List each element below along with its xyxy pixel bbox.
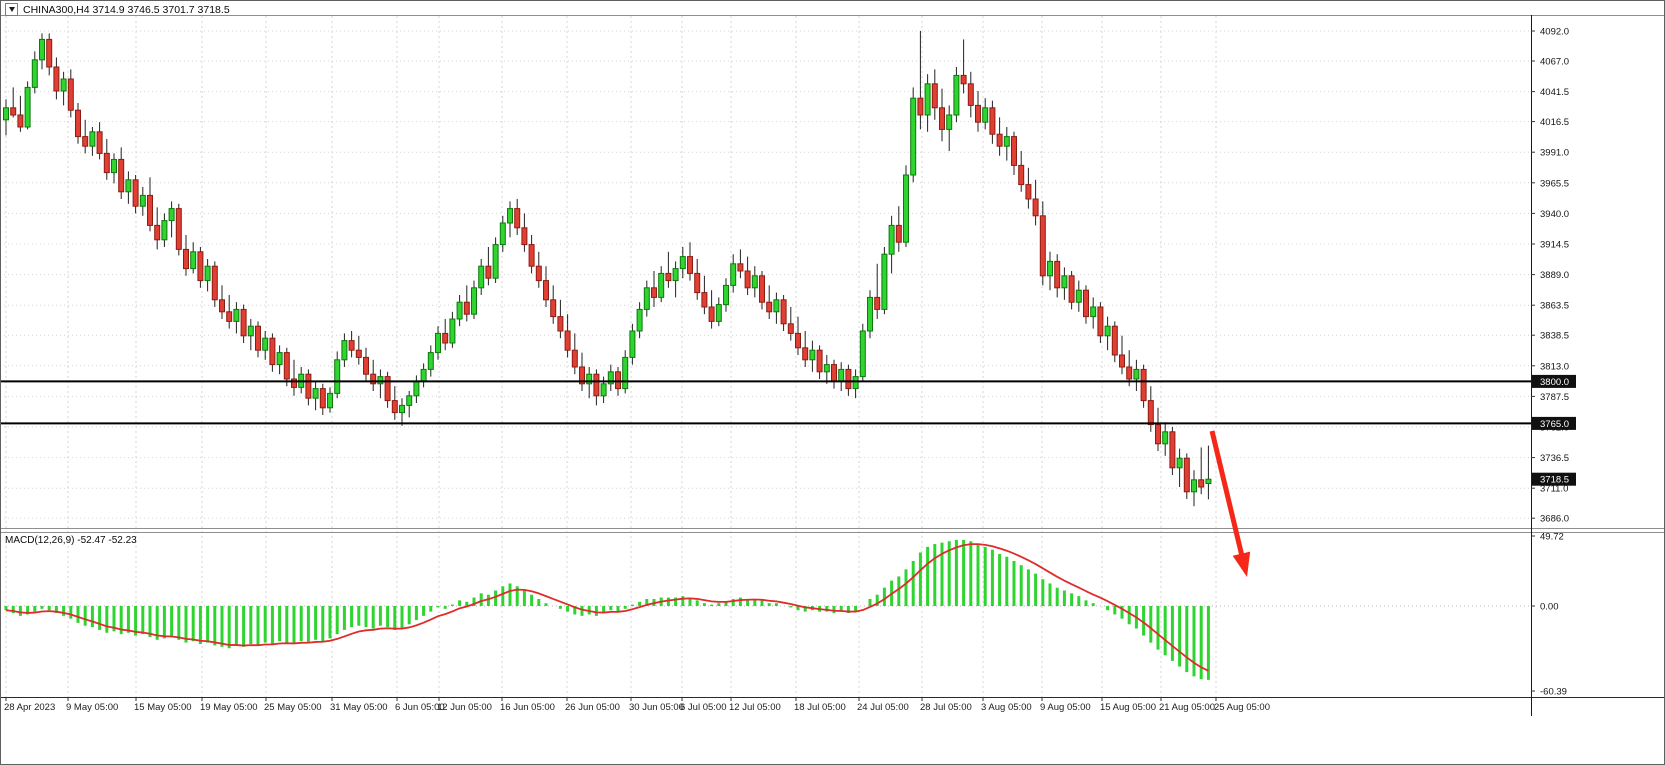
svg-text:3800.0: 3800.0 <box>1540 377 1569 388</box>
svg-text:30 Jun 05:00: 30 Jun 05:00 <box>629 702 684 713</box>
svg-text:9 Aug 05:00: 9 Aug 05:00 <box>1040 702 1091 713</box>
svg-text:49.72: 49.72 <box>1540 531 1564 542</box>
svg-text:4092.0: 4092.0 <box>1540 27 1569 38</box>
svg-text:3 Aug 05:00: 3 Aug 05:00 <box>981 702 1032 713</box>
svg-text:3914.5: 3914.5 <box>1540 240 1569 251</box>
svg-text:25 May 05:00: 25 May 05:00 <box>264 702 322 713</box>
svg-text:15 Aug 05:00: 15 Aug 05:00 <box>1100 702 1156 713</box>
price-axis: 4092.0 4067.0 4041.5 4016.5 3991.0 3965.5 3940… <box>1531 27 1569 525</box>
svg-text:3965.5: 3965.5 <box>1540 178 1569 189</box>
svg-text:16 Jun 05:00: 16 Jun 05:00 <box>500 702 555 713</box>
symbol-readout: CHINA300,H4 3714.9 3746.5 3701.7 3718.5 <box>5 3 230 16</box>
svg-text:6 Jun 05:00: 6 Jun 05:00 <box>395 702 445 713</box>
svg-text:19 May 05:00: 19 May 05:00 <box>200 702 258 713</box>
svg-text:3813.0: 3813.0 <box>1540 361 1569 372</box>
svg-text:28 Jul 05:00: 28 Jul 05:00 <box>920 702 972 713</box>
svg-text:-60.39: -60.39 <box>1540 687 1567 698</box>
svg-text:12 Jul 05:00: 12 Jul 05:00 <box>729 702 781 713</box>
svg-text:3787.5: 3787.5 <box>1540 392 1569 403</box>
macd-axis: 49.72 0.00 -60.39 <box>1531 531 1567 698</box>
svg-text:6 Jul 05:00: 6 Jul 05:00 <box>680 702 726 713</box>
svg-text:4016.5: 4016.5 <box>1540 117 1569 128</box>
trend-arrow-annotation <box>1209 430 1251 577</box>
svg-text:3940.0: 3940.0 <box>1540 209 1569 220</box>
symbol-dropdown-icon[interactable] <box>5 3 18 16</box>
svg-text:0.00: 0.00 <box>1540 602 1559 613</box>
svg-text:15 May 05:00: 15 May 05:00 <box>134 702 192 713</box>
macd-signal-line <box>5 543 1209 672</box>
svg-text:3863.5: 3863.5 <box>1540 301 1569 312</box>
svg-text:9 May 05:00: 9 May 05:00 <box>66 702 118 713</box>
price-badges: 3800.0 3765.0 3718.5 <box>1532 374 1576 486</box>
svg-text:31 May 05:00: 31 May 05:00 <box>330 702 388 713</box>
svg-text:3838.5: 3838.5 <box>1540 331 1569 342</box>
svg-text:21 Aug 05:00: 21 Aug 05:00 <box>1159 702 1215 713</box>
svg-text:26 Jun 05:00: 26 Jun 05:00 <box>565 702 620 713</box>
candlestick-series <box>3 31 1212 507</box>
svg-text:4041.5: 4041.5 <box>1540 87 1569 98</box>
svg-text:24 Jul 05:00: 24 Jul 05:00 <box>857 702 909 713</box>
svg-text:3765.0: 3765.0 <box>1540 419 1569 430</box>
svg-text:3889.0: 3889.0 <box>1540 270 1569 281</box>
macd-indicator-readout: MACD(12,26,9) -52.47 -52.23 <box>5 535 137 546</box>
grid-lines <box>0 16 1531 697</box>
svg-text:3711.0: 3711.0 <box>1540 484 1568 495</box>
svg-text:3718.5: 3718.5 <box>1540 475 1569 486</box>
svg-text:3736.5: 3736.5 <box>1540 453 1569 464</box>
symbol-ohlc-text: CHINA300,H4 3714.9 3746.5 3701.7 3718.5 <box>23 3 230 16</box>
time-axis: 28 Apr 2023 9 May 05:00 15 May 05:00 19 May… <box>4 697 1270 713</box>
triangle-down-icon <box>8 7 15 12</box>
horizontal-price-lines <box>0 380 1531 425</box>
svg-text:12 Jun 05:00: 12 Jun 05:00 <box>437 702 492 713</box>
svg-text:28 Apr 2023: 28 Apr 2023 <box>4 702 55 713</box>
svg-text:3991.0: 3991.0 <box>1540 148 1569 159</box>
svg-text:4067.0: 4067.0 <box>1540 57 1569 68</box>
svg-text:25 Aug 05:00: 25 Aug 05:00 <box>1214 702 1270 713</box>
svg-text:18 Jul 05:00: 18 Jul 05:00 <box>794 702 846 713</box>
svg-text:3686.0: 3686.0 <box>1540 514 1569 525</box>
